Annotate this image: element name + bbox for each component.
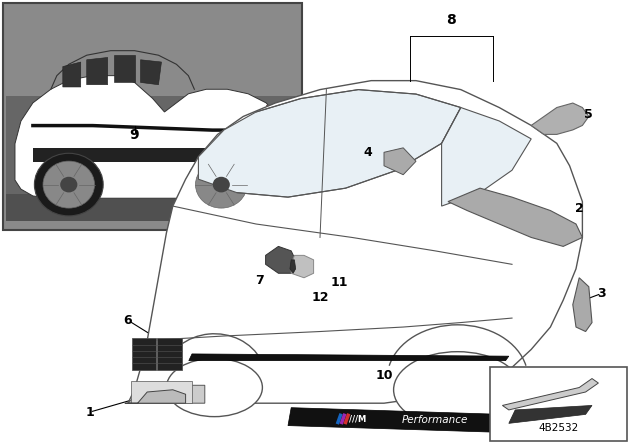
Ellipse shape	[166, 358, 262, 417]
Ellipse shape	[195, 161, 247, 208]
Bar	[6, 194, 299, 221]
Polygon shape	[531, 103, 589, 134]
Bar	[132, 338, 156, 370]
Ellipse shape	[394, 352, 522, 428]
Text: 7: 7	[255, 273, 264, 287]
Text: 12: 12	[311, 291, 329, 305]
Ellipse shape	[60, 177, 77, 193]
Text: 11: 11	[330, 276, 348, 289]
Bar	[6, 96, 299, 221]
Text: 2: 2	[575, 202, 584, 215]
Text: 8: 8	[446, 13, 456, 27]
Ellipse shape	[187, 153, 255, 216]
Text: 4: 4	[364, 146, 372, 159]
Polygon shape	[128, 385, 205, 403]
Polygon shape	[198, 90, 461, 197]
Text: 1: 1	[85, 405, 94, 419]
Text: 5: 5	[584, 108, 593, 121]
Bar	[490, 367, 627, 441]
Bar	[3, 3, 302, 230]
Bar	[157, 338, 182, 370]
Polygon shape	[189, 354, 509, 361]
Polygon shape	[442, 108, 531, 206]
Polygon shape	[266, 246, 298, 273]
Polygon shape	[33, 148, 266, 162]
Text: 9: 9	[130, 128, 140, 142]
Polygon shape	[141, 60, 161, 85]
Polygon shape	[266, 105, 284, 139]
Ellipse shape	[212, 177, 230, 193]
Ellipse shape	[43, 161, 95, 208]
Text: 3: 3	[597, 287, 606, 300]
Polygon shape	[87, 57, 108, 85]
Polygon shape	[15, 76, 284, 198]
Polygon shape	[114, 55, 134, 82]
Polygon shape	[448, 188, 582, 246]
Polygon shape	[291, 255, 314, 278]
Ellipse shape	[35, 153, 103, 216]
Polygon shape	[502, 379, 598, 410]
Polygon shape	[384, 148, 416, 175]
Text: 4B2532: 4B2532	[538, 423, 579, 433]
Text: 10: 10	[375, 369, 393, 382]
Text: ///M: ///M	[349, 414, 366, 423]
Polygon shape	[288, 408, 502, 432]
Polygon shape	[573, 278, 592, 332]
Polygon shape	[509, 405, 592, 423]
Text: Performance: Performance	[402, 415, 468, 425]
Polygon shape	[125, 390, 186, 403]
Polygon shape	[290, 260, 296, 273]
Bar	[131, 381, 192, 403]
Text: 6: 6	[124, 314, 132, 327]
Polygon shape	[128, 81, 582, 403]
Polygon shape	[63, 62, 81, 87]
